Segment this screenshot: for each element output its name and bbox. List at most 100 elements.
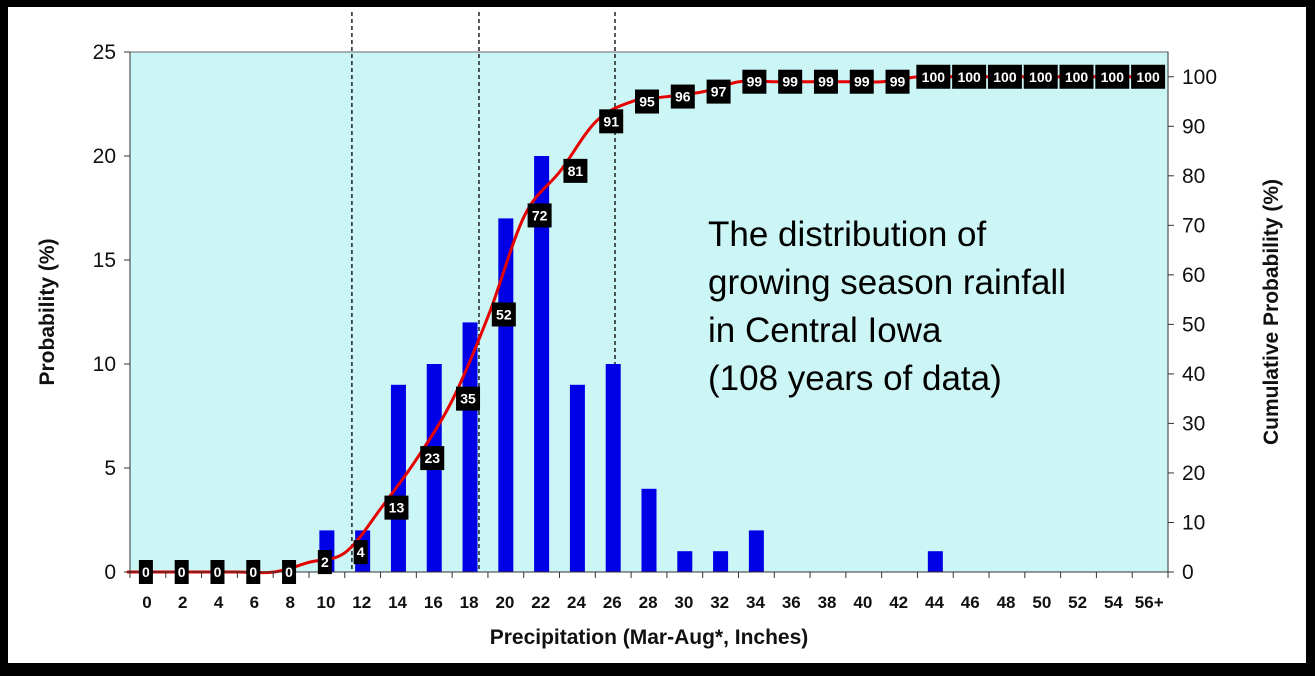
cumulative-label-text: 100 xyxy=(922,69,946,85)
cumulative-label-box xyxy=(987,64,1022,89)
y2-tick-label-10: 10 xyxy=(1182,511,1205,534)
bar-22 xyxy=(534,156,550,572)
x-tick-label-28: 28 xyxy=(639,593,658,612)
cumulative-label-box xyxy=(916,64,951,89)
chart-frame: 0 5 10 15 20 25 0 10 20 30 40 50 60 70 80 90 100 0 2 4 6 8 10 1… xyxy=(8,7,1306,663)
x-tick-label-34: 34 xyxy=(746,593,765,612)
cumulative-label-15: 96 xyxy=(670,84,695,109)
y2-tick-label-20: 20 xyxy=(1182,462,1205,485)
cumulative-label-text: 100 xyxy=(1136,69,1160,85)
x-tick-label-48: 48 xyxy=(997,593,1016,612)
x-tick-label-16: 16 xyxy=(424,593,443,612)
cumulative-label-10: 52 xyxy=(491,302,516,327)
cumulative-label-text: 100 xyxy=(1101,69,1125,85)
cumulative-label-18: 99 xyxy=(778,69,803,94)
cumulative-label-box xyxy=(491,302,516,327)
bar-20 xyxy=(498,218,514,572)
annotation-line-3: in Central Iowa xyxy=(708,311,942,350)
cumulative-label-16: 97 xyxy=(706,79,731,104)
cumulative-label-19: 99 xyxy=(813,69,838,94)
x-tick-label-24: 24 xyxy=(567,593,586,612)
x-tick-label-4: 4 xyxy=(214,593,224,612)
cumulative-label-box xyxy=(563,158,588,183)
cumulative-label-box xyxy=(174,560,189,584)
annotation-line-2: growing season rainfall xyxy=(708,263,1066,302)
cumulative-label-text: 100 xyxy=(957,69,981,85)
y2-axis-title: Cumulative Probability (%) xyxy=(1260,179,1283,445)
y2-tick-label-40: 40 xyxy=(1182,363,1205,386)
cumulative-label-text: 99 xyxy=(890,74,906,90)
x-tick-label-20: 20 xyxy=(495,593,514,612)
cumulative-label-28: 100 xyxy=(1131,64,1166,89)
cumulative-label-text: 91 xyxy=(603,113,619,129)
cumulative-label-1: 0 xyxy=(174,560,189,584)
bar-18 xyxy=(462,322,478,572)
cumulative-label-text: 99 xyxy=(747,74,763,90)
cumulative-label-25: 100 xyxy=(1023,64,1058,89)
y2-tick-label-90: 90 xyxy=(1182,115,1205,138)
x-tick-label-46: 46 xyxy=(961,593,980,612)
cumulative-label-14: 95 xyxy=(635,89,659,114)
cumulative-label-text: 97 xyxy=(711,84,727,100)
y2-tick-label-70: 70 xyxy=(1182,214,1205,237)
x-tick-label-10: 10 xyxy=(317,593,336,612)
x-tick-label-2: 2 xyxy=(178,593,187,612)
y2-tick-label-80: 80 xyxy=(1182,165,1205,188)
y-tick-label-25: 25 xyxy=(93,41,116,64)
cumulative-label-box xyxy=(706,79,731,104)
x-tick-label-38: 38 xyxy=(818,593,837,612)
x-tick-label-42: 42 xyxy=(889,593,908,612)
cumulative-label-4: 0 xyxy=(282,560,297,584)
cumulative-label-13: 91 xyxy=(599,109,624,134)
cumulative-label-17: 99 xyxy=(742,69,767,94)
y-tick-label-20: 20 xyxy=(93,145,116,168)
y-tick-label-10: 10 xyxy=(93,353,116,376)
cumulative-label-text: 99 xyxy=(818,74,834,90)
cumulative-label-text: 0 xyxy=(178,564,186,580)
cumulative-label-text: 4 xyxy=(357,544,365,560)
cumulative-label-26: 100 xyxy=(1059,64,1094,89)
y2-tick-label-0: 0 xyxy=(1182,561,1194,584)
cumulative-label-text: 99 xyxy=(782,74,798,90)
x-tick-label-44: 44 xyxy=(925,593,944,612)
cumulative-label-21: 99 xyxy=(885,69,910,94)
cumulative-label-0: 0 xyxy=(138,560,153,584)
cumulative-label-text: 23 xyxy=(424,450,440,466)
cumulative-label-text: 100 xyxy=(993,69,1017,85)
cumulative-label-8: 23 xyxy=(420,446,445,471)
x-tick-label-0: 0 xyxy=(142,593,151,612)
y-axis-title: Probability (%) xyxy=(36,238,59,385)
cumulative-label-text: 95 xyxy=(639,94,655,110)
y-tick-label-0: 0 xyxy=(104,561,116,584)
cumulative-label-22: 100 xyxy=(916,64,951,89)
cumulative-label-text: 13 xyxy=(389,500,405,516)
cumulative-label-text: 100 xyxy=(1065,69,1089,85)
y2-tick-label-100: 100 xyxy=(1182,66,1217,89)
cumulative-label-24: 100 xyxy=(987,64,1022,89)
y2-tick-label-50: 50 xyxy=(1182,313,1205,336)
bar-14 xyxy=(390,384,406,572)
cumulative-label-box xyxy=(885,69,910,94)
bar-32 xyxy=(713,551,729,572)
y2-tick-label-30: 30 xyxy=(1182,412,1205,435)
x-tick-label-18: 18 xyxy=(460,593,479,612)
bar-26 xyxy=(605,364,621,572)
cumulative-label-box xyxy=(1095,64,1130,89)
x-tick-label-22: 22 xyxy=(531,593,550,612)
cumulative-label-box xyxy=(813,69,838,94)
x-tick-label-14: 14 xyxy=(388,593,407,612)
x-tick-label-32: 32 xyxy=(710,593,729,612)
cumulative-label-9: 35 xyxy=(456,386,481,411)
cumulative-label-text: 0 xyxy=(285,564,293,580)
cumulative-label-text: 0 xyxy=(214,564,222,580)
cumulative-label-box xyxy=(635,89,659,114)
cumulative-label-23: 100 xyxy=(952,64,987,89)
x-tick-label-50: 50 xyxy=(1032,593,1051,612)
cumulative-label-2: 0 xyxy=(210,560,225,584)
bar-28 xyxy=(641,488,657,572)
bar-44 xyxy=(927,551,943,572)
cumulative-label-box xyxy=(742,69,767,94)
cumulative-label-box xyxy=(246,560,261,584)
